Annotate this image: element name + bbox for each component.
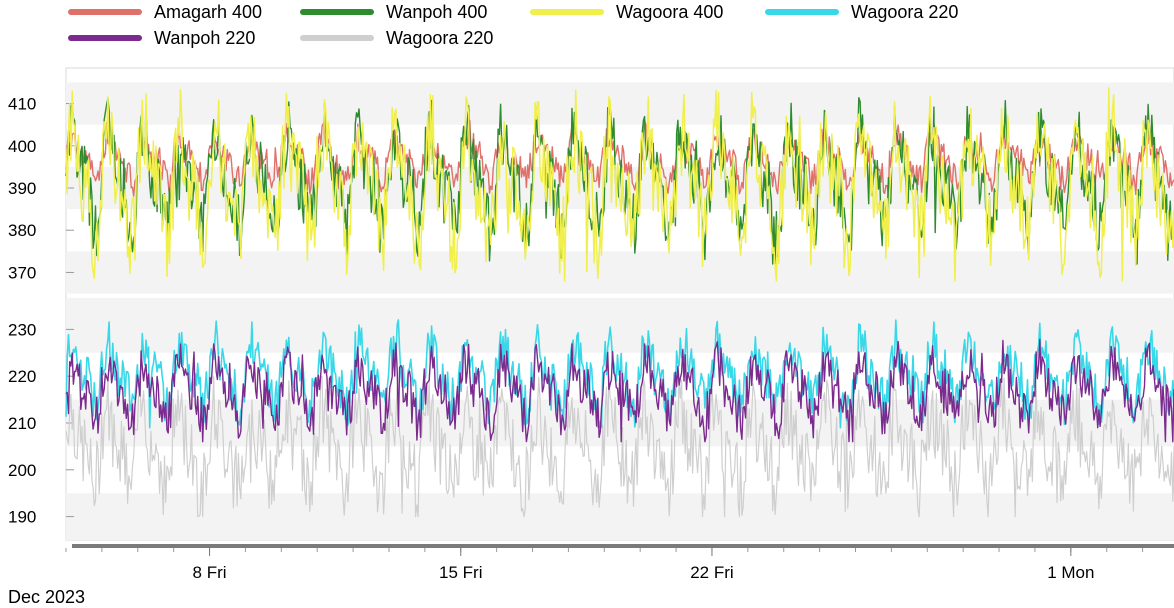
y-tick-label: 220 (8, 367, 36, 386)
grid-band (66, 251, 1174, 294)
legend-item: Wagoora 400 (530, 1, 723, 23)
legend-swatch (68, 35, 142, 41)
legend-label: Wanpoh 220 (154, 27, 256, 48)
y-tick-label: 200 (8, 461, 36, 480)
x-tick-label: 15 Fri (439, 563, 482, 582)
series-line (65, 96, 1174, 265)
legend-item: Amagarh 400 (68, 1, 262, 23)
y-tick-label: 410 (8, 95, 36, 114)
x-tick-label: 8 Fri (193, 563, 227, 582)
series-line (65, 375, 1174, 518)
legend-label: Wagoora 400 (616, 1, 724, 22)
x-tick-label: 1 Mon (1047, 563, 1094, 582)
series-line (65, 338, 1174, 443)
legend-swatch (68, 9, 142, 15)
x-axis-month-label: Dec 2023 (8, 587, 86, 607)
legend-label: Wagoora 220 (851, 1, 959, 22)
grid-band (66, 493, 1174, 540)
legend-swatch (530, 9, 604, 15)
y-tick-label: 370 (8, 263, 36, 282)
y-tick-label: 230 (8, 320, 36, 339)
y-tick-label: 390 (8, 179, 36, 198)
y-tick-label: 190 (8, 508, 36, 527)
y-tick-label: 380 (8, 221, 36, 240)
x-axis-line (72, 544, 1174, 548)
legend-item: Wagoora 220 (765, 1, 958, 23)
legend-swatch (300, 35, 374, 41)
y-tick-label: 210 (8, 414, 36, 433)
chart-legend: Amagarh 400 Wanpoh 400 Wagoora 400 Wagoora … (0, 0, 1174, 62)
legend-label: Wagoora 220 (386, 27, 494, 48)
legend-label: Amagarh 400 (154, 1, 263, 22)
legend-item: Wanpoh 220 (68, 27, 255, 49)
legend-swatch (300, 9, 374, 15)
legend-swatch (765, 9, 839, 15)
legend-item: Wanpoh 400 (300, 1, 487, 23)
y-tick-label: 400 (8, 137, 36, 156)
x-tick-label: 22 Fri (690, 563, 733, 582)
series-line (65, 87, 1174, 282)
legend-label: Wanpoh 400 (386, 1, 488, 22)
legend-item: Wagoora 220 (300, 27, 493, 49)
